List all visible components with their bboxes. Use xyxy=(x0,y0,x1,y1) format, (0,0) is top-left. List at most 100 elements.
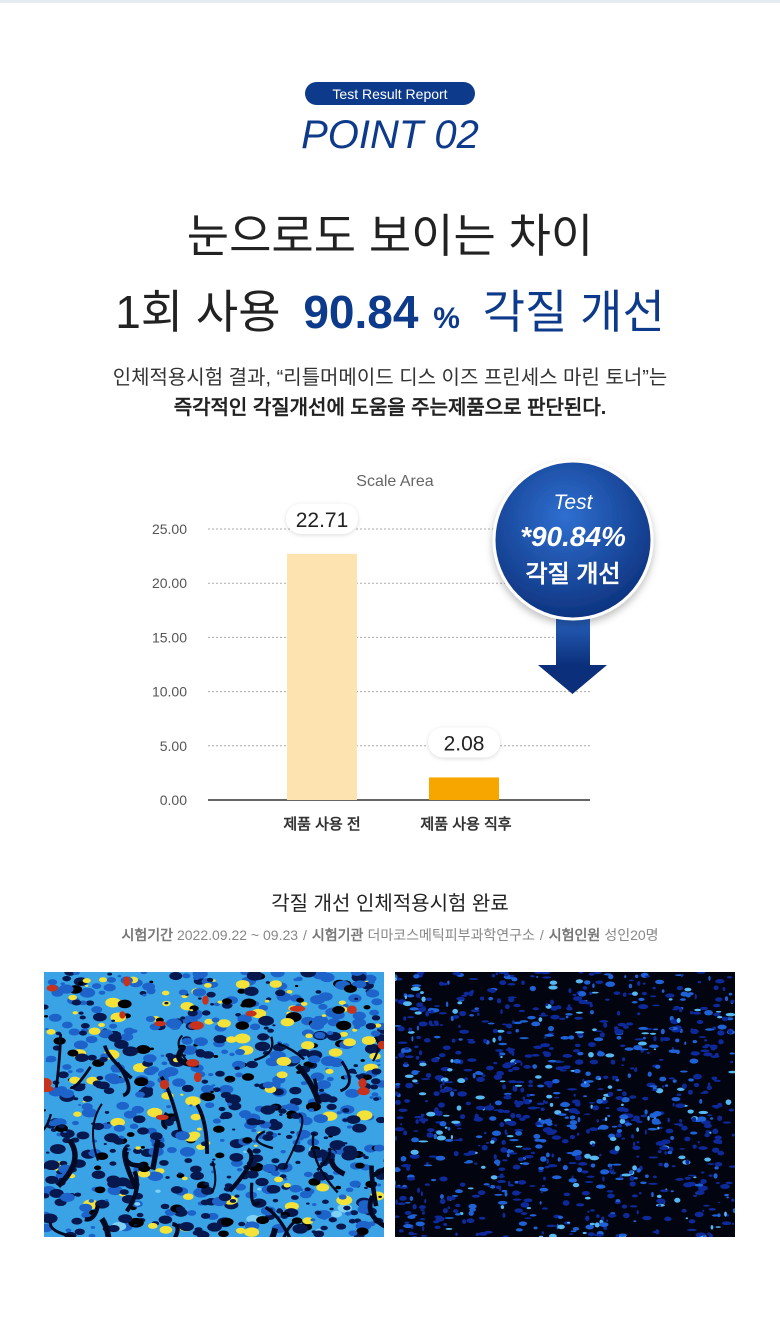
texture-spot xyxy=(253,1144,258,1147)
texture-spot xyxy=(514,1084,523,1087)
texture-spot xyxy=(142,982,156,991)
texture-spot xyxy=(313,1114,328,1124)
texture-spot xyxy=(404,1055,414,1059)
texture-spot xyxy=(697,1141,700,1144)
texture-spot xyxy=(537,1084,545,1088)
texture-spot xyxy=(524,1217,532,1219)
texture-spot xyxy=(87,1054,97,1061)
texture-spot xyxy=(175,1131,190,1141)
texture-spot xyxy=(691,1116,697,1123)
texture-spot xyxy=(576,1132,580,1136)
texture-spot xyxy=(224,1075,236,1083)
texture-spot xyxy=(318,992,333,1001)
texture-spot xyxy=(554,1110,562,1115)
texture-spot xyxy=(594,1233,604,1237)
texture-spot xyxy=(647,1071,652,1077)
texture-spot xyxy=(238,1221,246,1227)
texture-spot xyxy=(546,1224,557,1228)
texture-spot xyxy=(415,1119,419,1124)
texture-spot xyxy=(592,1105,599,1111)
texture-spot xyxy=(580,1082,591,1088)
texture-spot xyxy=(249,1023,261,1031)
texture-spot xyxy=(275,989,286,997)
texture-spot xyxy=(607,1085,613,1089)
texture-spot xyxy=(329,1140,346,1150)
texture-spot xyxy=(94,1186,106,1194)
texture-spot xyxy=(49,1144,66,1154)
chart-title: Scale Area xyxy=(356,473,433,490)
texture-spot xyxy=(540,1156,547,1162)
texture-spot xyxy=(311,1203,317,1206)
texture-spot xyxy=(57,1071,69,1079)
texture-spot xyxy=(585,1224,594,1230)
texture-spot xyxy=(731,1222,735,1226)
texture-spot xyxy=(318,1003,328,1010)
texture-spot xyxy=(428,1155,439,1158)
texture-spot xyxy=(584,1181,594,1183)
texture-spot xyxy=(636,1127,640,1132)
texture-spot xyxy=(395,1056,399,1059)
texture-spot xyxy=(472,1072,476,1079)
texture-spot xyxy=(717,1115,723,1122)
texture-spot xyxy=(413,1130,419,1132)
texture-spot xyxy=(501,1189,508,1193)
texture-spot xyxy=(79,987,96,998)
texture-spot xyxy=(496,998,502,1004)
texture-spot xyxy=(570,1230,577,1233)
texture-spot xyxy=(403,1061,408,1065)
texture-spot xyxy=(704,1039,708,1042)
texture-spot xyxy=(439,1194,444,1199)
texture-spot xyxy=(507,996,517,999)
texture-spot xyxy=(690,1051,700,1056)
texture-spot xyxy=(395,1099,401,1105)
texture-spot xyxy=(355,1162,365,1169)
texture-spot xyxy=(119,1034,128,1041)
texture-spot xyxy=(404,1099,411,1103)
texture-spot xyxy=(679,1119,683,1123)
texture-spot xyxy=(182,1193,194,1200)
texture-spot xyxy=(420,1191,423,1197)
texture-spot xyxy=(640,1048,649,1051)
texture-spot xyxy=(310,1218,316,1222)
texture-spot xyxy=(577,1051,584,1056)
texture-spot xyxy=(607,1213,617,1218)
texture-spot xyxy=(589,1003,593,1008)
texture-spot xyxy=(293,978,299,982)
texture-vein xyxy=(312,1078,319,1093)
texture-spot xyxy=(514,1180,519,1184)
texture-spot xyxy=(252,1148,261,1154)
texture-spot xyxy=(452,1008,458,1014)
texture-spot xyxy=(283,1183,291,1188)
texture-spot xyxy=(653,1035,657,1042)
texture-spot xyxy=(133,1223,138,1227)
texture-spot xyxy=(203,1181,209,1186)
texture-spot xyxy=(693,1073,702,1080)
texture-spot xyxy=(615,1096,623,1101)
texture-spot xyxy=(143,1067,157,1076)
texture-spot xyxy=(652,1231,659,1234)
texture-spot xyxy=(636,1168,641,1173)
texture-spot xyxy=(193,1037,208,1047)
texture-spot xyxy=(544,1101,549,1104)
texture-spot xyxy=(479,1072,484,1075)
texture-spot xyxy=(510,1062,516,1066)
texture-spot xyxy=(269,1050,284,1060)
texture-spot xyxy=(587,1232,595,1237)
texture-spot xyxy=(542,1207,548,1210)
texture-spot xyxy=(698,1185,708,1191)
texture-spot xyxy=(126,1132,135,1137)
texture-vein xyxy=(159,1075,183,1132)
texture-spot xyxy=(601,1216,605,1221)
texture-spot xyxy=(82,978,91,984)
texture-spot xyxy=(370,1084,379,1090)
texture-spot xyxy=(559,1069,567,1072)
texture-spot xyxy=(212,1158,216,1161)
texture-spot xyxy=(435,1110,443,1117)
texture-spot xyxy=(540,1191,543,1194)
texture-spot xyxy=(566,1151,576,1155)
texture-spot xyxy=(446,1195,451,1201)
texture-spot xyxy=(433,1035,441,1039)
texture-spot xyxy=(416,972,425,975)
texture-spot xyxy=(660,1189,669,1193)
